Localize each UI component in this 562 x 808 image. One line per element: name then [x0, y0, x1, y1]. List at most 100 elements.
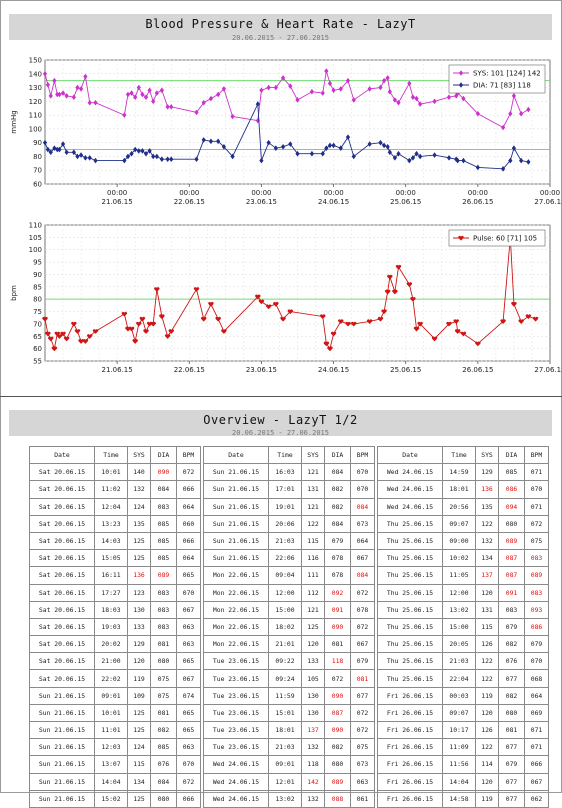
data-point	[320, 150, 325, 157]
bpm-cell: 065	[176, 652, 201, 671]
bpm-cell: 086	[524, 617, 549, 637]
date-cell: Fri 26.06.15	[377, 720, 443, 740]
series-line	[44, 102, 529, 170]
bpm-cell: 070	[176, 755, 201, 774]
bpm-cell: 081	[350, 669, 375, 688]
dia-cell: 094	[498, 497, 525, 516]
x-tick-date: 25.06.15	[390, 366, 421, 374]
dia-cell: 083	[150, 617, 177, 637]
x-tick-time: 00:00	[323, 189, 343, 197]
y-tick-label: 65	[33, 333, 42, 341]
data-point	[255, 294, 261, 300]
sys-cell: 112	[301, 583, 325, 602]
data-point	[266, 84, 271, 91]
date-cell: Thu 25.06.15	[377, 635, 443, 654]
data-point	[446, 94, 452, 100]
table-row: Sun 21.06.15 16:03 121 084 070	[203, 463, 375, 482]
bpm-cell: 064	[176, 497, 201, 516]
table-header-row: Date Time SYS DIA BPM	[203, 445, 375, 465]
time-cell: 11:56	[442, 755, 476, 774]
bpm-cell: 071	[524, 738, 549, 757]
data-point	[387, 88, 392, 95]
table-row: Thu 25.06.15 20:05 126 082 079	[377, 635, 549, 654]
column-header: Date	[29, 445, 95, 465]
bpm-cell: 067	[350, 635, 375, 654]
date-cell: Sun 21.06.15	[203, 463, 269, 482]
data-point	[392, 289, 398, 295]
bpm-cell: 070	[176, 583, 201, 602]
date-cell: Fri 26.06.15	[377, 703, 443, 723]
data-point	[87, 334, 93, 339]
date-cell: Thu 25.06.15	[377, 617, 443, 637]
date-cell: Sat 20.06.15	[29, 617, 95, 637]
bpm-cell: 079	[350, 652, 375, 671]
data-point	[87, 99, 92, 106]
data-point	[57, 91, 62, 98]
data-point	[71, 321, 77, 327]
sys-cell: 116	[301, 549, 325, 568]
sys-cell: 125	[127, 703, 151, 723]
bpm-cell: 063	[176, 617, 201, 637]
y-tick-label: 140	[29, 70, 42, 78]
time-cell: 10:01	[94, 703, 128, 723]
column-header: Time	[442, 445, 476, 465]
x-tick-date: 25.06.15	[390, 198, 421, 206]
table-row: Mon 22.06.15 18:02 125 090 072	[203, 617, 375, 637]
bpm-cell: 063	[176, 635, 201, 654]
data-point	[330, 331, 337, 337]
data-point	[136, 84, 141, 91]
time-cell: 18:01	[268, 720, 302, 740]
sys-cell: 123	[127, 583, 151, 602]
data-point	[63, 336, 70, 342]
date-cell: Thu 25.06.15	[377, 652, 443, 671]
date-cell: Mon 22.06.15	[203, 600, 269, 619]
sys-cell: 129	[475, 463, 499, 482]
readings-table-3: Date Time SYS DIA BPM Wed 24.06.15 14:59 129 085…	[377, 445, 549, 808]
sys-cell: 142	[301, 772, 325, 791]
dia-cell: 092	[324, 583, 351, 602]
readings-table-1: Date Time SYS DIA BPM Sat 20.06.15 10:01 140 090…	[29, 445, 201, 808]
sys-cell: 129	[127, 635, 151, 654]
table-row: Sat 20.06.15 15:05 125 085 064	[29, 549, 201, 568]
dia-cell: 085	[150, 531, 177, 551]
data-point	[396, 99, 401, 106]
dia-cell: 086	[498, 480, 525, 499]
time-cell: 16:03	[268, 463, 302, 482]
report-date-range: 20.06.2015 - 27.06.2015	[232, 34, 329, 42]
data-point	[295, 97, 300, 103]
dia-cell: 078	[324, 566, 351, 585]
y-tick-label: 60	[33, 345, 42, 353]
date-cell: Fri 26.06.15	[377, 686, 443, 705]
data-point	[320, 90, 325, 96]
date-cell: Thu 25.06.15	[377, 600, 443, 619]
time-cell: 18:01	[442, 480, 476, 499]
time-cell: 10:17	[442, 720, 476, 740]
dia-cell: 087	[498, 549, 525, 568]
data-point	[418, 153, 423, 160]
data-point	[377, 316, 384, 322]
sys-cell: 137	[475, 566, 499, 585]
sys-cell: 134	[475, 549, 499, 568]
data-point	[143, 94, 149, 100]
x-tick-date: 21.06.15	[102, 198, 133, 206]
data-point	[280, 75, 286, 81]
data-point	[475, 341, 481, 347]
x-tick-time: 00:00	[179, 189, 199, 197]
table-row: Thu 25.06.15 12:00 120 091 083	[377, 583, 549, 602]
table-row: Sun 21.06.15 10:01 125 081 065	[29, 703, 201, 723]
y-tick-label: 95	[33, 259, 42, 267]
date-cell: Sat 20.06.15	[29, 566, 95, 585]
sys-cell: 122	[475, 514, 499, 533]
sys-cell: 133	[127, 617, 151, 637]
time-cell: 09:00	[442, 531, 476, 551]
date-cell: Sat 20.06.15	[29, 583, 95, 602]
date-cell: Tue 23.06.15	[203, 652, 269, 671]
bpm-cell: 073	[350, 755, 375, 774]
time-cell: 15:01	[268, 703, 302, 723]
sys-cell: 120	[475, 583, 499, 602]
table-row: Sun 21.06.15 21:03 115 079 064	[203, 531, 375, 551]
date-cell: Sat 20.06.15	[29, 497, 95, 516]
data-point	[154, 287, 160, 292]
dia-cell: 077	[498, 738, 525, 757]
data-point	[320, 314, 326, 320]
